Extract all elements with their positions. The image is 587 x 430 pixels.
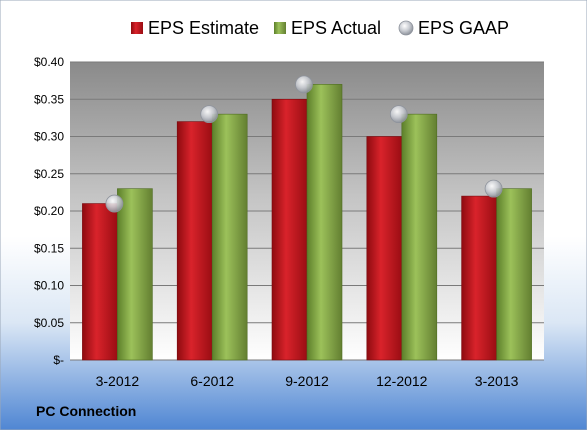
legend-label-gaap: EPS GAAP [418, 18, 509, 38]
bar-actual [496, 188, 532, 361]
y-tick-label: $0.05 [34, 316, 64, 330]
marker-gaap [200, 105, 219, 124]
marker-gaap [295, 75, 313, 94]
bar-estimate [461, 195, 497, 361]
marker-gaap [389, 105, 408, 124]
legend-swatch-actual [274, 22, 286, 34]
x-tick-label: 3-2012 [96, 373, 140, 389]
bar-actual [401, 113, 438, 361]
y-tick-label: $0.10 [34, 279, 64, 293]
bar-estimate [271, 98, 308, 361]
y-tick-label: $0.25 [34, 167, 64, 181]
y-tick-label: $0.20 [34, 204, 64, 218]
y-tick-label: $- [53, 353, 64, 367]
bar-actual [306, 84, 343, 361]
x-tick-label: 3-2013 [475, 373, 519, 389]
x-axis-ticks: 3-2012 6-2012 9-2012 12-2012 3-2013 [96, 373, 519, 389]
y-tick-label: $0.15 [34, 241, 64, 255]
bar-estimate [82, 203, 118, 361]
y-tick-label: $0.40 [34, 55, 64, 69]
company-label: PC Connection [36, 403, 136, 419]
gaap-markers [105, 75, 503, 213]
x-tick-label: 6-2012 [190, 373, 234, 389]
bar-actual [211, 113, 248, 361]
bar-actual [117, 188, 153, 361]
marker-gaap [105, 194, 124, 213]
y-tick-label: $0.30 [34, 130, 64, 144]
marker-gaap [484, 179, 503, 198]
legend-marker-gaap [398, 20, 414, 36]
legend-label-estimate: EPS Estimate [148, 18, 259, 38]
y-axis-ticks: $0.40 $0.35 $0.30 $0.25 $0.20 $0.15 $0.10 $0.05… [34, 55, 64, 367]
bar-estimate [366, 136, 403, 361]
legend-item-estimate: EPS Estimate [131, 18, 259, 38]
legend-item-actual: EPS Actual [274, 18, 381, 38]
legend-label-actual: EPS Actual [291, 18, 381, 38]
legend: EPS Estimate EPS Actual EPS GAAP [131, 18, 509, 38]
x-tick-label: 12-2012 [376, 373, 428, 389]
x-tick-label: 9-2012 [285, 373, 329, 389]
y-tick-label: $0.35 [34, 92, 64, 106]
legend-swatch-estimate [131, 22, 143, 34]
bar-estimate [176, 121, 213, 361]
legend-item-gaap: EPS GAAP [398, 18, 509, 38]
bars [82, 84, 532, 361]
